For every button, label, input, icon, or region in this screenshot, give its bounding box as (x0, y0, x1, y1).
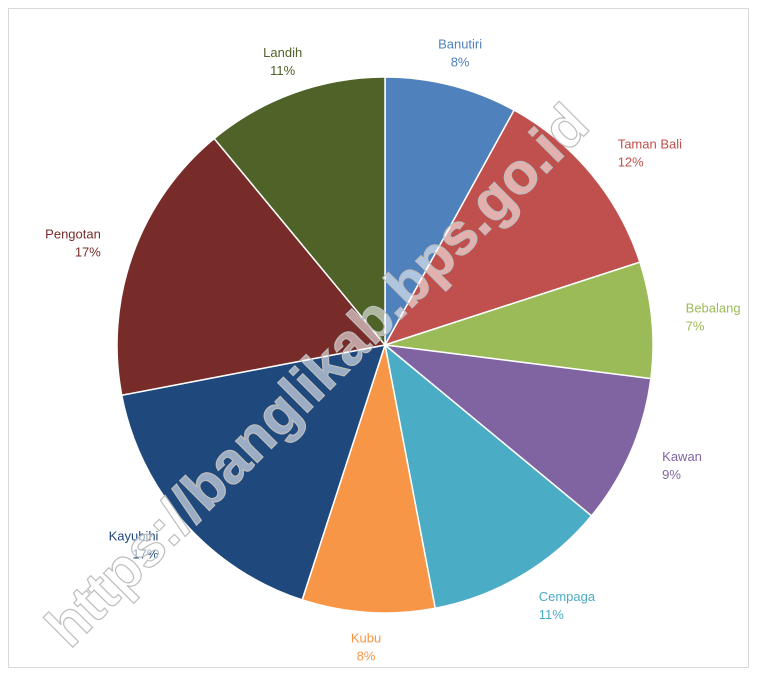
pie-slice-landih (213, 76, 386, 348)
pie-slices (116, 76, 654, 614)
slice-percent-label: 12% (618, 154, 644, 169)
pie-slice-kawan (382, 343, 652, 517)
slice-percent-label: 8% (451, 54, 470, 69)
slice-percent-label: 8% (357, 648, 376, 663)
slice-percent-label: 7% (686, 319, 705, 334)
slice-name-label: Kubu (351, 630, 381, 645)
slice-name-label: Cempaga (539, 589, 596, 604)
pie-slice-banutiri (384, 76, 516, 346)
pie-slice-kayubihi (120, 344, 387, 601)
slice-name-label: Taman Bali (618, 136, 682, 151)
pie-labels: Banutiri 8% Taman Bali 12% Bebalang 7% Kawan 9%… (45, 36, 740, 663)
pie-slice-kubu (301, 344, 437, 614)
slice-name-label: Landih (263, 45, 302, 60)
slice-percent-label: 11% (539, 607, 564, 622)
slice-percent-label: 17% (75, 245, 101, 260)
slice-name-label: Kayubihi (109, 529, 159, 544)
pie-slice-bebalang (384, 261, 654, 380)
slice-percent-label: 9% (662, 467, 681, 482)
slice-name-label: Kawan (662, 449, 702, 464)
slice-name-label: Banutiri (438, 36, 482, 51)
slice-percent-label: 11% (270, 63, 295, 78)
pie-slice-pengotan (116, 137, 387, 397)
pie-slice-taman-bali (383, 109, 641, 347)
pie-slice-cempaga (383, 343, 593, 610)
slice-name-label: Bebalang (686, 301, 741, 316)
slice-name-label: Pengotan (45, 227, 101, 242)
slice-percent-label: 17% (132, 547, 158, 562)
